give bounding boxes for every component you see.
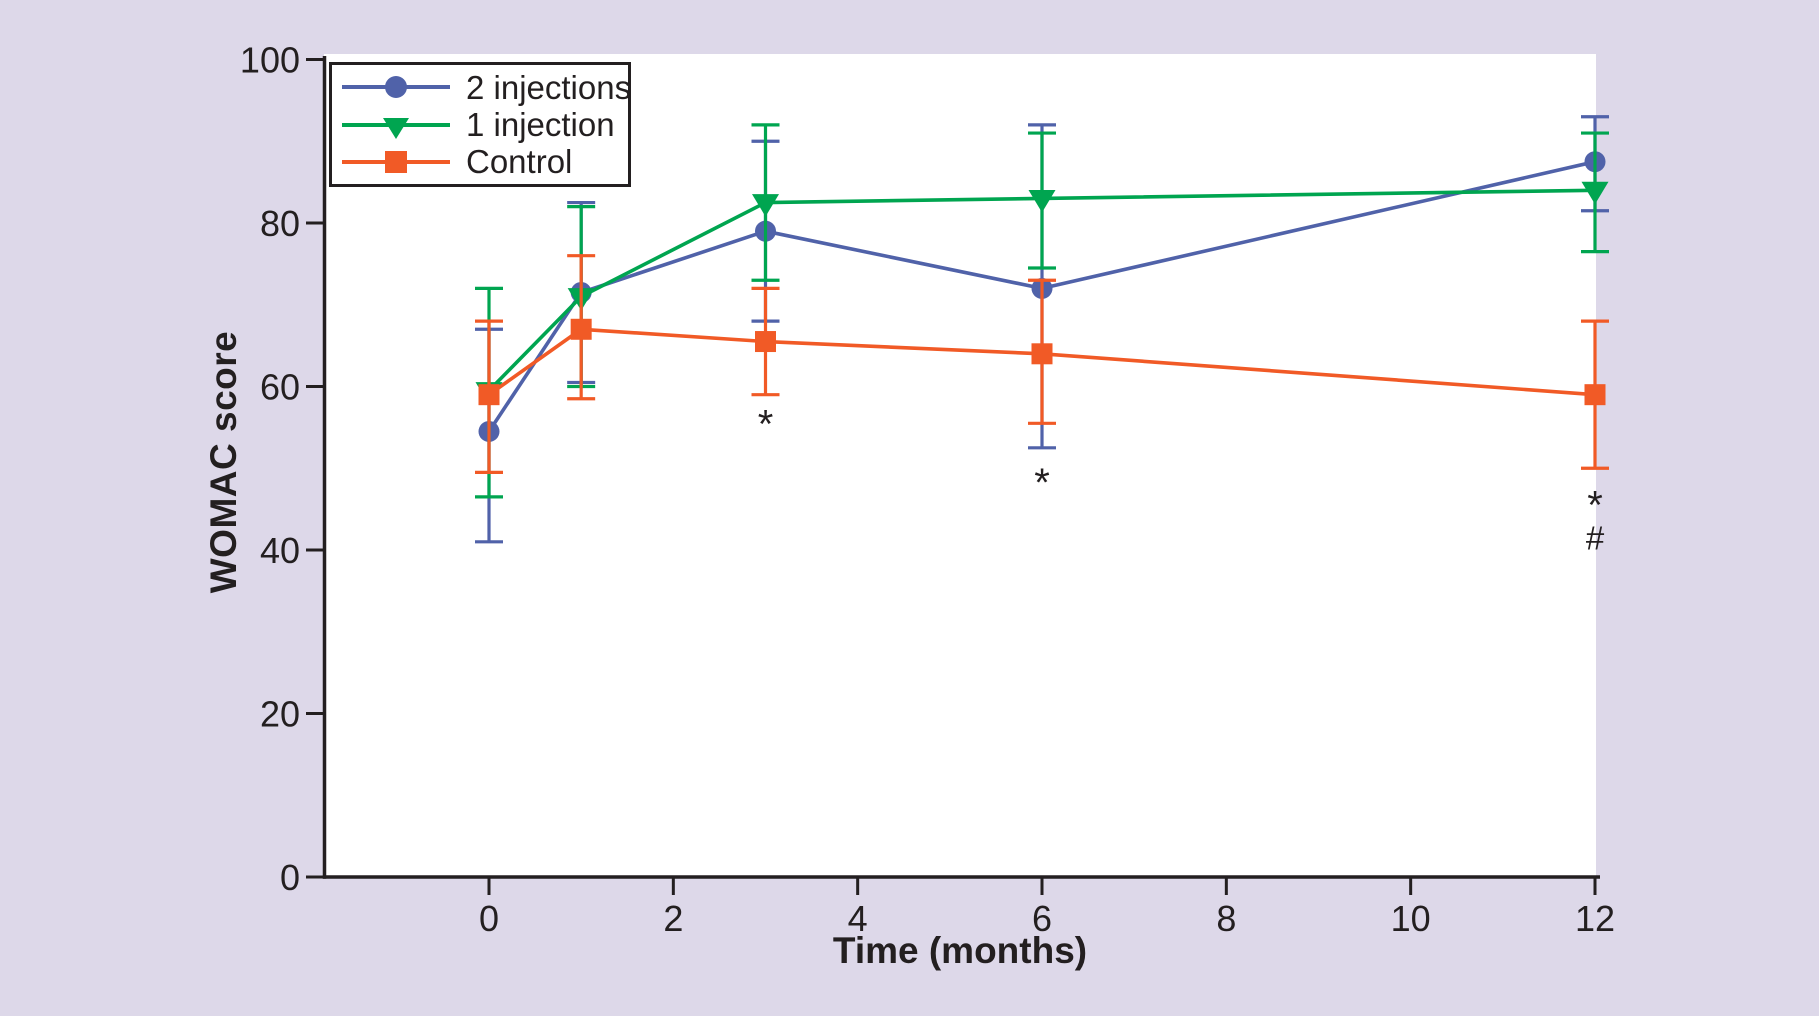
y-tick-label: 80 <box>260 203 300 244</box>
x-tick-label: 10 <box>1391 898 1431 939</box>
hash-annotation: # <box>1586 520 1605 557</box>
legend-marker-triangle-icon <box>342 117 450 139</box>
y-tick-label: 0 <box>280 857 300 898</box>
legend-marker-square-icon <box>342 150 450 173</box>
x-tick-label: 6 <box>1032 898 1052 939</box>
legend-label: 2 injections <box>466 68 632 106</box>
plot-area <box>324 54 1596 877</box>
x-tick-label: 4 <box>848 898 868 939</box>
axis-ticks: 0 20 40 60 80 100 0 2 4 6 8 10 12 <box>240 40 1615 940</box>
legend-marker-circle-icon <box>342 76 450 99</box>
series-markers <box>478 318 1606 406</box>
legend-item-control: Control <box>332 145 628 179</box>
x-tick-label: 8 <box>1216 898 1236 939</box>
y-tick-label: 40 <box>260 530 300 571</box>
legend: 2 injections 1 injection Control <box>329 62 631 187</box>
x-tick-label: 12 <box>1575 898 1615 939</box>
legend-label: Control <box>466 143 573 181</box>
y-tick-label: 60 <box>260 367 300 408</box>
legend-item-1-injection: 1 injection <box>332 108 628 142</box>
y-tick-label: 100 <box>240 40 300 81</box>
x-tick-label: 2 <box>663 898 683 939</box>
y-tick-label: 20 <box>260 694 300 735</box>
y-axis-title: WOMAC score <box>203 330 244 594</box>
x-axis-title: Time (months) <box>832 930 1088 971</box>
significance-annotations: ***# <box>758 403 1605 557</box>
legend-label: 1 injection <box>466 106 615 143</box>
series-control <box>475 254 1610 474</box>
axes <box>322 56 1600 879</box>
asterisk-annotation: * <box>758 403 774 447</box>
x-tick-label: 0 <box>479 898 499 939</box>
asterisk-annotation: * <box>1034 461 1050 505</box>
legend-item-2-injections: 2 injections <box>332 68 632 106</box>
asterisk-annotation: * <box>1587 484 1603 528</box>
